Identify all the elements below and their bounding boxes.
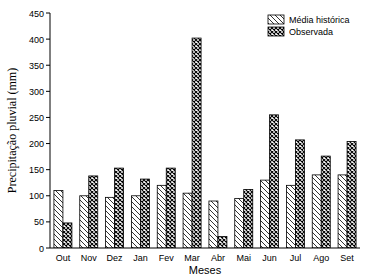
y-tick: [46, 91, 50, 92]
y-tick-label: 200: [29, 139, 44, 149]
legend-label: Observada: [289, 27, 333, 37]
bar: [347, 141, 356, 248]
y-tick-label: 450: [29, 9, 44, 19]
x-tick-label: Ago: [313, 253, 329, 263]
x-axis-label: Meses: [189, 264, 222, 276]
bar: [115, 168, 124, 248]
bars: [54, 38, 356, 248]
y-tick-label: 400: [29, 35, 44, 45]
y-tick: [46, 143, 50, 144]
legend-label: Média histórica: [289, 15, 350, 25]
y-tick: [46, 39, 50, 40]
y-axis-label: Precipitação pluvial (mm): [5, 68, 19, 193]
y-tick-label: 50: [34, 217, 44, 227]
y-tick-label: 0: [39, 244, 44, 254]
y-tick-label: 250: [29, 113, 44, 123]
x-tick-label: Mar: [184, 253, 200, 263]
bar: [166, 168, 175, 248]
y-tick-label: 350: [29, 61, 44, 71]
bar: [106, 197, 115, 248]
legend-swatch: [268, 27, 284, 36]
legend-swatch: [268, 15, 284, 24]
bar: [89, 176, 98, 248]
bar: [286, 185, 295, 248]
bar: [209, 201, 218, 248]
bar: [131, 196, 140, 248]
y-axis: [50, 13, 51, 248]
x-tick-label: Mai: [236, 253, 251, 263]
bar: [80, 196, 89, 248]
y-tick: [46, 195, 50, 196]
x-axis: [50, 248, 360, 249]
y-tick: [46, 65, 50, 66]
y-tick: [46, 117, 50, 118]
bar: [261, 180, 270, 248]
y-tick: [46, 13, 50, 14]
bar: [244, 190, 253, 248]
bar: [270, 115, 279, 248]
bar: [183, 193, 192, 248]
x-tick-label: Jul: [290, 253, 302, 263]
y-tick-label: 300: [29, 87, 44, 97]
bar: [140, 179, 149, 248]
x-tick-label: Nov: [81, 253, 98, 263]
y-tick: [46, 169, 50, 170]
x-tick-label: Jan: [133, 253, 148, 263]
bar: [192, 38, 201, 248]
x-tick-label: Jun: [262, 253, 277, 263]
x-tick-label: Dez: [107, 253, 124, 263]
bar: [338, 175, 347, 248]
chart-root: 0 50 100 150 200 250 300 350 400 450 Out Nov Dez Jan F…: [0, 0, 365, 276]
x-tick-label: Fev: [159, 253, 175, 263]
bar: [63, 223, 72, 248]
x-tick-label: Set: [340, 253, 354, 263]
bar: [295, 140, 304, 248]
x-tick-label: Abr: [211, 253, 225, 263]
chart: 0 50 100 150 200 250 300 350 400 450 Out Nov Dez Jan F…: [0, 0, 365, 276]
x-tick-label: Out: [56, 253, 71, 263]
bar: [321, 156, 330, 248]
bar: [218, 237, 227, 248]
y-tick: [46, 248, 50, 249]
y-tick: [46, 221, 50, 222]
y-tick-label: 150: [29, 165, 44, 175]
bar: [235, 198, 244, 248]
bar: [312, 175, 321, 248]
bar: [54, 191, 63, 248]
bar: [157, 185, 166, 248]
y-tick-label: 100: [29, 191, 44, 201]
